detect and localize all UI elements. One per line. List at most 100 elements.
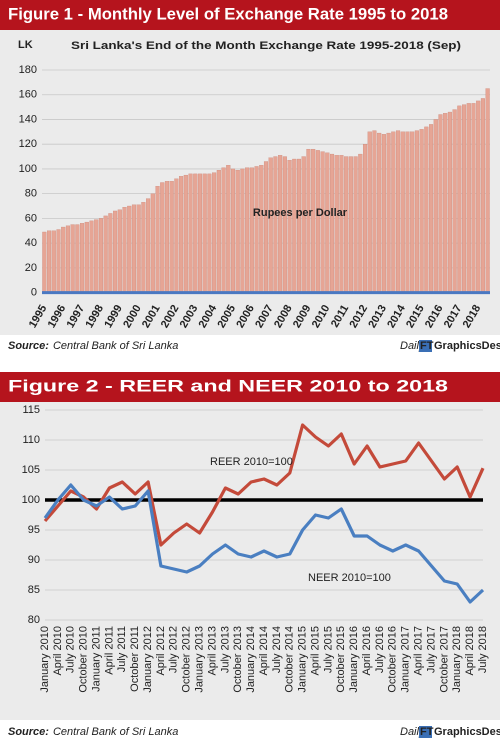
y-tick-label: 80 bbox=[28, 614, 40, 626]
bar bbox=[358, 153, 363, 293]
bar bbox=[51, 230, 56, 293]
bar bbox=[405, 131, 410, 293]
source: Source: Central Bank of Sri Lanka bbox=[8, 726, 178, 738]
bar bbox=[80, 223, 85, 293]
bar bbox=[108, 213, 113, 293]
bar bbox=[136, 204, 141, 293]
bar bbox=[400, 131, 405, 293]
bar bbox=[117, 209, 122, 293]
source-label: Source: bbox=[8, 340, 49, 352]
bar bbox=[386, 132, 391, 293]
y-tick-label: 80 bbox=[25, 188, 37, 200]
bar bbox=[179, 176, 184, 293]
series-label: REER 2010=100 bbox=[210, 456, 293, 468]
bar bbox=[94, 219, 99, 293]
bar bbox=[462, 104, 467, 293]
bar bbox=[155, 186, 160, 293]
x-tick-label: April 2018 bbox=[464, 626, 476, 676]
bar bbox=[414, 130, 419, 293]
x-tick-label: January 2012 bbox=[142, 626, 154, 693]
bar bbox=[315, 150, 320, 293]
bar bbox=[240, 168, 245, 293]
bar bbox=[485, 88, 490, 293]
bar bbox=[353, 156, 358, 293]
bar bbox=[146, 198, 151, 293]
x-tick-label: April 2017 bbox=[412, 626, 424, 676]
source: Source: Central Bank of Sri Lanka bbox=[8, 340, 178, 352]
logo-text: GraphicsDesk bbox=[434, 340, 500, 352]
x-tick-label: January 2017 bbox=[400, 626, 412, 693]
bar bbox=[230, 168, 236, 293]
y-tick-label: 180 bbox=[19, 64, 37, 76]
bar bbox=[268, 157, 273, 293]
bar bbox=[141, 202, 146, 293]
x-tick-label: July 2013 bbox=[219, 626, 231, 673]
panel bbox=[0, 402, 500, 720]
x-tick-label: October 2011 bbox=[129, 626, 141, 692]
y-tick-label: 140 bbox=[19, 113, 37, 125]
title-bar bbox=[0, 0, 500, 30]
bar bbox=[254, 166, 259, 293]
x-tick-label: January 2016 bbox=[348, 626, 360, 693]
bar bbox=[311, 148, 316, 293]
y-tick-label: 160 bbox=[19, 89, 37, 101]
bar bbox=[424, 126, 429, 293]
y-tick-label: 40 bbox=[25, 237, 37, 249]
bar bbox=[433, 119, 438, 293]
bar bbox=[56, 229, 61, 293]
x-tick-label: January 2015 bbox=[297, 626, 309, 693]
x-tick-label: April 2016 bbox=[361, 626, 373, 676]
y-axis-label: LK bbox=[18, 39, 33, 51]
bar bbox=[221, 167, 226, 293]
source-text: Central Bank of Sri Lanka bbox=[53, 726, 178, 738]
chart-title: Figure 1 - Monthly Level of Exchange Rat… bbox=[8, 4, 448, 23]
x-tick-label: January 2011 bbox=[90, 626, 102, 692]
bar bbox=[429, 124, 434, 293]
bar bbox=[164, 181, 170, 293]
bar bbox=[287, 160, 292, 293]
bar bbox=[396, 130, 401, 293]
y-tick-label: 60 bbox=[25, 212, 37, 224]
bar bbox=[372, 130, 377, 293]
bar bbox=[131, 204, 136, 293]
bar bbox=[325, 152, 330, 293]
bar bbox=[70, 224, 75, 293]
annotation: Rupees per Dollar bbox=[253, 207, 348, 219]
bar bbox=[245, 167, 250, 293]
bar bbox=[452, 109, 457, 293]
y-tick-label: 20 bbox=[25, 262, 37, 274]
title-bar bbox=[0, 372, 500, 402]
x-tick-label: January 2010 bbox=[39, 626, 51, 693]
bar bbox=[226, 165, 231, 293]
bar bbox=[292, 158, 297, 293]
logo-ft: FT bbox=[420, 340, 434, 352]
series-line bbox=[43, 423, 485, 547]
x-tick-label: July 2015 bbox=[322, 626, 334, 673]
x-tick-label: October 2017 bbox=[438, 626, 450, 693]
x-tick-label: July 2012 bbox=[168, 626, 180, 673]
x-tick-label: July 2014 bbox=[271, 626, 283, 673]
x-tick-label: April 2012 bbox=[155, 626, 167, 676]
bar bbox=[362, 144, 368, 293]
y-tick-label: 110 bbox=[22, 434, 40, 446]
series-label: NEER 2010=100 bbox=[308, 572, 391, 584]
x-tick-label: January 2014 bbox=[245, 626, 257, 693]
bar bbox=[61, 226, 66, 293]
x-tick-label: October 2014 bbox=[284, 626, 296, 693]
bar bbox=[301, 156, 306, 293]
bar bbox=[160, 182, 165, 293]
y-tick-label: 100 bbox=[19, 163, 37, 175]
bar bbox=[183, 174, 188, 293]
y-tick-label: 85 bbox=[28, 584, 40, 596]
bar bbox=[212, 172, 217, 293]
x-tick-label: October 2016 bbox=[387, 626, 399, 693]
bar bbox=[377, 132, 382, 293]
bar bbox=[127, 205, 132, 293]
bar bbox=[98, 218, 103, 293]
bar bbox=[113, 210, 118, 293]
bar bbox=[381, 134, 386, 293]
y-tick-label: 120 bbox=[19, 138, 37, 150]
bar bbox=[480, 98, 485, 293]
bar bbox=[197, 173, 203, 293]
